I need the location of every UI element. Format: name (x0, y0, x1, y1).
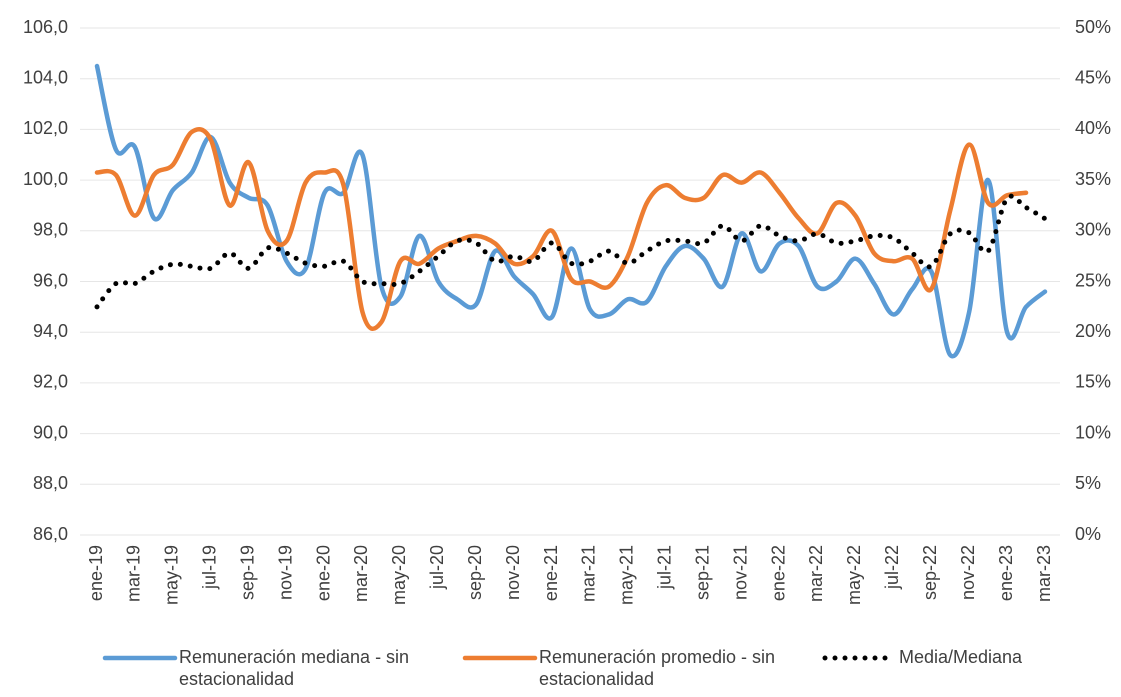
x-tick-label: mar-23 (1034, 545, 1054, 602)
x-tick-label: sep-19 (237, 545, 257, 600)
y2-tick-label: 25% (1075, 270, 1111, 290)
series-line (94, 193, 1048, 310)
legend-swatch (822, 655, 898, 661)
y-tick-label: 104,0 (23, 67, 68, 87)
legend-swatch (102, 655, 178, 661)
y2-tick-label: 30% (1075, 220, 1111, 240)
y2-tick-label: 50% (1075, 17, 1111, 37)
legend-swatch (462, 655, 538, 661)
legend-label: Media/Mediana (898, 647, 1023, 667)
y2-tick-label: 5% (1075, 473, 1101, 493)
legend-item: Remuneración mediana - sin estacionalida… (99, 646, 439, 690)
x-tick-label: mar-19 (124, 545, 144, 602)
y2-tick-label: 45% (1075, 67, 1111, 87)
legend-label: Remuneración mediana - sin estacionalida… (178, 647, 410, 689)
x-tick-label: may-19 (162, 545, 182, 605)
y2-tick-label: 20% (1075, 321, 1111, 341)
series-line (94, 63, 1048, 359)
x-tick-label: jul-19 (200, 545, 220, 590)
x-tick-label: sep-22 (920, 545, 940, 600)
legend-label: Remuneración promedio - sin estacionalid… (538, 647, 776, 689)
legend: Remuneración mediana - sin estacionalida… (0, 646, 1121, 690)
y-tick-label: 86,0 (33, 524, 68, 544)
x-tick-label: ene-21 (541, 545, 561, 601)
series-line (94, 127, 1029, 331)
x-tick-label: nov-21 (730, 545, 750, 600)
chart: 86,0 88,0 90,0 92,0 94,0 96,0 98,0 100,0 102,0 10… (23, 17, 1111, 605)
y-tick-label: 94,0 (33, 321, 68, 341)
y-tick-label: 92,0 (33, 372, 68, 392)
x-tick-label: nov-19 (275, 545, 295, 600)
legend-item: Media/Mediana (819, 646, 1022, 690)
x-tick-label: may-20 (389, 545, 409, 605)
y2-tick-label: 15% (1075, 372, 1111, 392)
y-tick-label: 100,0 (23, 169, 68, 189)
legend-item: Remuneración promedio - sin estacionalid… (459, 646, 799, 690)
x-tick-label: may-22 (844, 545, 864, 605)
x-tick-label: mar-22 (806, 545, 826, 602)
x-tick-label: ene-19 (86, 545, 106, 601)
x-tick-label: ene-20 (313, 545, 333, 601)
x-tick-label: nov-22 (958, 545, 978, 600)
x-tick-label: jul-20 (427, 545, 447, 590)
y-tick-label: 90,0 (33, 422, 68, 442)
y-tick-label: 98,0 (33, 220, 68, 240)
y-tick-label: 88,0 (33, 473, 68, 493)
x-tick-label: sep-20 (465, 545, 485, 600)
x-tick-label: mar-20 (351, 545, 371, 602)
y2-tick-label: 40% (1075, 118, 1111, 138)
x-tick-label: jul-22 (882, 545, 902, 590)
x-tick-label: ene-23 (996, 545, 1016, 601)
y-tick-label: 106,0 (23, 17, 68, 37)
y-tick-label: 96,0 (33, 270, 68, 290)
x-tick-label: may-21 (617, 545, 637, 605)
y2-tick-label: 10% (1075, 422, 1111, 442)
y-tick-label: 102,0 (23, 118, 68, 138)
x-tick-label: sep-21 (692, 545, 712, 600)
y2-tick-label: 35% (1075, 169, 1111, 189)
x-tick-label: ene-22 (768, 545, 788, 601)
x-tick-label: jul-21 (655, 545, 675, 590)
x-tick-label: nov-20 (503, 545, 523, 600)
x-tick-label: mar-21 (579, 545, 599, 602)
y2-tick-label: 0% (1075, 524, 1101, 544)
